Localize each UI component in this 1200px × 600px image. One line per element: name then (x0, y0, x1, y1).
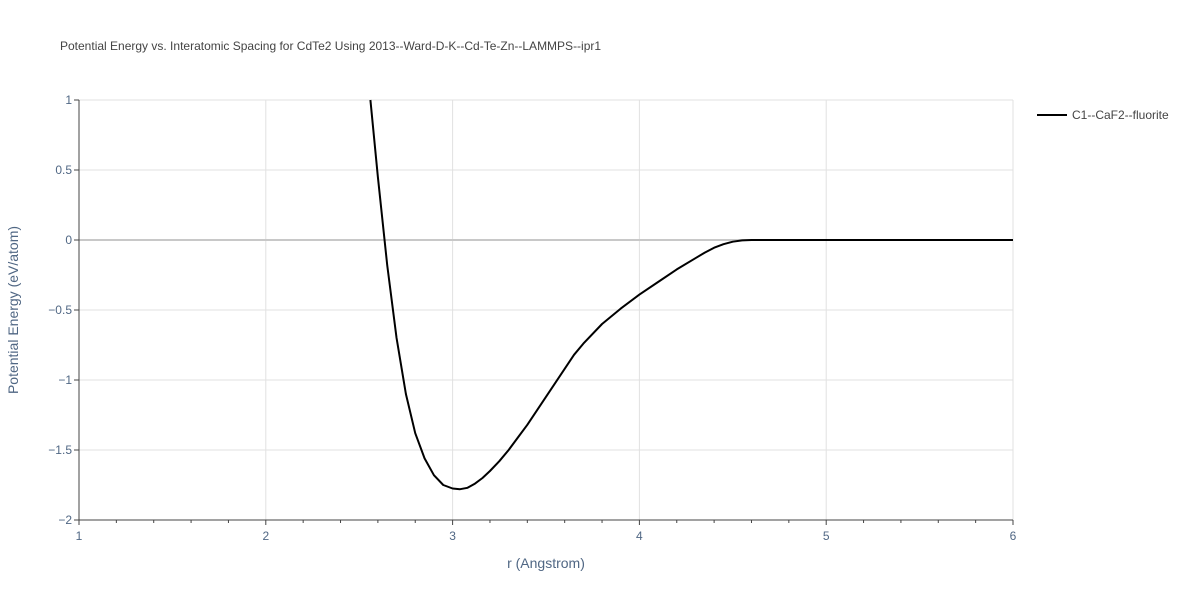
legend-item[interactable]: C1--CaF2--fluorite (1037, 108, 1169, 122)
y-tick-label: 0 (65, 233, 72, 247)
x-tick-label: 6 (1010, 529, 1017, 543)
y-tick-label: 0.5 (55, 163, 72, 177)
y-tick-label: 1 (65, 93, 72, 107)
tick-labels: 1 2 3 4 5 6 −2 −1.5 −1 −0.5 0 0.5 1 (48, 93, 1016, 543)
x-tick-label: 3 (449, 529, 456, 543)
axes (74, 99, 1014, 525)
y-tick-label: −0.5 (48, 303, 72, 317)
y-tick-label: −1.5 (48, 443, 72, 457)
x-tick-label: 1 (76, 529, 83, 543)
legend-label: C1--CaF2--fluorite (1072, 108, 1169, 122)
x-tick-label: 5 (823, 529, 830, 543)
x-tick-label: 4 (636, 529, 643, 543)
grid (79, 99, 1014, 520)
x-axis-title: r (Angstrom) (507, 555, 585, 571)
x-tick-label: 2 (262, 529, 269, 543)
plot-area (369, 99, 1013, 491)
series-line (369, 99, 1013, 491)
y-tick-label: −1 (58, 373, 72, 387)
y-axis-title: Potential Energy (eV/atom) (5, 226, 21, 394)
chart-title: Potential Energy vs. Interatomic Spacing… (60, 39, 601, 53)
y-tick-label: −2 (58, 513, 72, 527)
legend[interactable]: C1--CaF2--fluorite (1037, 108, 1169, 122)
